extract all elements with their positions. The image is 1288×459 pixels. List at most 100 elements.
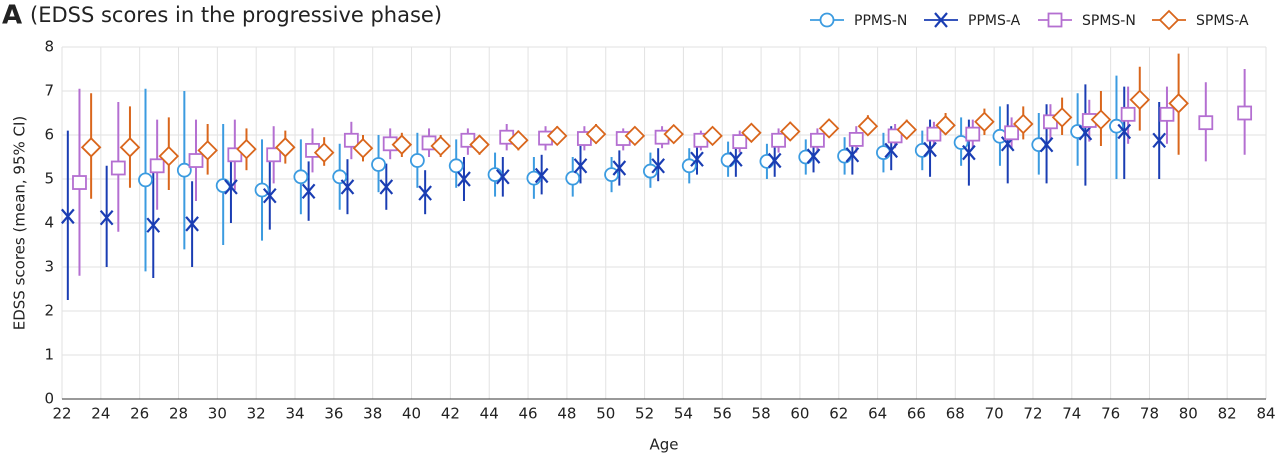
marker <box>767 152 782 169</box>
marker <box>643 163 658 179</box>
y-tick-label: 6 <box>44 126 54 144</box>
marker <box>1120 106 1136 122</box>
x-tick-label: 84 <box>1256 405 1275 423</box>
marker <box>857 115 879 137</box>
x-tick-label: 38 <box>363 405 382 423</box>
marker <box>110 160 126 176</box>
marker <box>227 147 243 163</box>
marker <box>779 121 801 142</box>
marker <box>158 145 180 167</box>
marker <box>343 132 359 148</box>
legend-symbol <box>934 12 948 28</box>
marker <box>495 169 510 185</box>
x-axis-label: Age <box>649 436 678 454</box>
x-tick-label: 44 <box>480 405 499 423</box>
marker <box>663 123 684 145</box>
legend-item: PPMS-N <box>810 12 907 29</box>
marker <box>313 142 335 163</box>
y-tick-label: 7 <box>44 82 54 100</box>
marker <box>612 160 627 176</box>
marker <box>1039 136 1054 153</box>
marker <box>810 132 825 148</box>
marker <box>1109 118 1124 134</box>
y-tick-label: 2 <box>44 302 54 320</box>
marker <box>974 111 995 133</box>
legend-symbol <box>1047 12 1063 28</box>
marker <box>1117 123 1132 140</box>
marker <box>534 167 549 184</box>
x-tick-label: 80 <box>1179 405 1198 423</box>
x-tick-label: 48 <box>557 405 576 423</box>
marker <box>185 216 199 232</box>
x-tick-label: 70 <box>985 405 1004 423</box>
x-tick-label: 34 <box>285 405 304 423</box>
x-tick-label: 62 <box>829 405 848 423</box>
marker <box>262 188 277 204</box>
marker <box>60 208 75 225</box>
x-tick-label: 82 <box>1218 405 1237 423</box>
legend-item: SPMS-N <box>1038 12 1136 29</box>
legend-symbol <box>819 12 835 28</box>
marker <box>887 128 903 144</box>
marker <box>702 125 723 147</box>
legend-label: PPMS-N <box>854 13 907 29</box>
marker <box>379 179 394 195</box>
x-tick-label: 66 <box>907 405 926 423</box>
marker <box>848 131 864 147</box>
marker <box>806 148 821 164</box>
marker <box>188 153 204 168</box>
marker <box>546 125 568 147</box>
x-tick-label: 24 <box>91 405 110 423</box>
x-tick-label: 58 <box>752 405 771 423</box>
marker <box>681 158 697 174</box>
x-tick-label: 56 <box>713 405 732 423</box>
panel-label: A <box>2 1 22 31</box>
x-tick-label: 78 <box>1140 405 1159 423</box>
x-tick-label: 42 <box>441 405 460 423</box>
marker <box>1168 93 1189 114</box>
marker <box>926 126 942 142</box>
marker <box>923 141 937 158</box>
marker <box>293 169 309 185</box>
marker <box>651 158 666 174</box>
marker <box>1198 115 1214 131</box>
marker <box>146 217 161 233</box>
marker <box>965 126 981 142</box>
marker <box>469 134 490 155</box>
marker <box>119 137 141 158</box>
marker <box>732 134 748 150</box>
marker <box>585 123 607 145</box>
marker <box>99 210 114 226</box>
chart-title: (EDSS scores in the progressive phase) <box>30 3 442 27</box>
marker <box>224 179 238 195</box>
marker <box>884 142 899 159</box>
marker <box>1159 106 1175 122</box>
marker <box>1090 109 1112 130</box>
marker <box>729 151 743 167</box>
marker <box>352 137 374 159</box>
marker <box>430 135 451 157</box>
x-tick-label: 26 <box>130 405 149 423</box>
y-axis-label: EDSS scores (mean, 95% CI) <box>11 116 29 331</box>
x-tick-label: 22 <box>52 405 71 423</box>
marker <box>138 172 153 188</box>
marker <box>409 153 425 168</box>
marker <box>275 137 296 158</box>
x-tick-label: 46 <box>519 405 538 423</box>
marker <box>301 183 316 200</box>
x-tick-label: 28 <box>169 405 188 423</box>
marker <box>80 137 102 158</box>
x-tick-label: 54 <box>674 405 693 423</box>
marker <box>1004 125 1020 141</box>
marker <box>1012 113 1034 135</box>
marker <box>254 182 270 198</box>
marker <box>573 158 588 174</box>
marker <box>604 167 619 183</box>
x-tick-label: 74 <box>1062 405 1081 423</box>
y-tick-label: 3 <box>44 258 54 276</box>
marker <box>1152 132 1167 148</box>
marker <box>1129 89 1151 111</box>
marker <box>176 162 192 178</box>
marker <box>935 115 956 136</box>
